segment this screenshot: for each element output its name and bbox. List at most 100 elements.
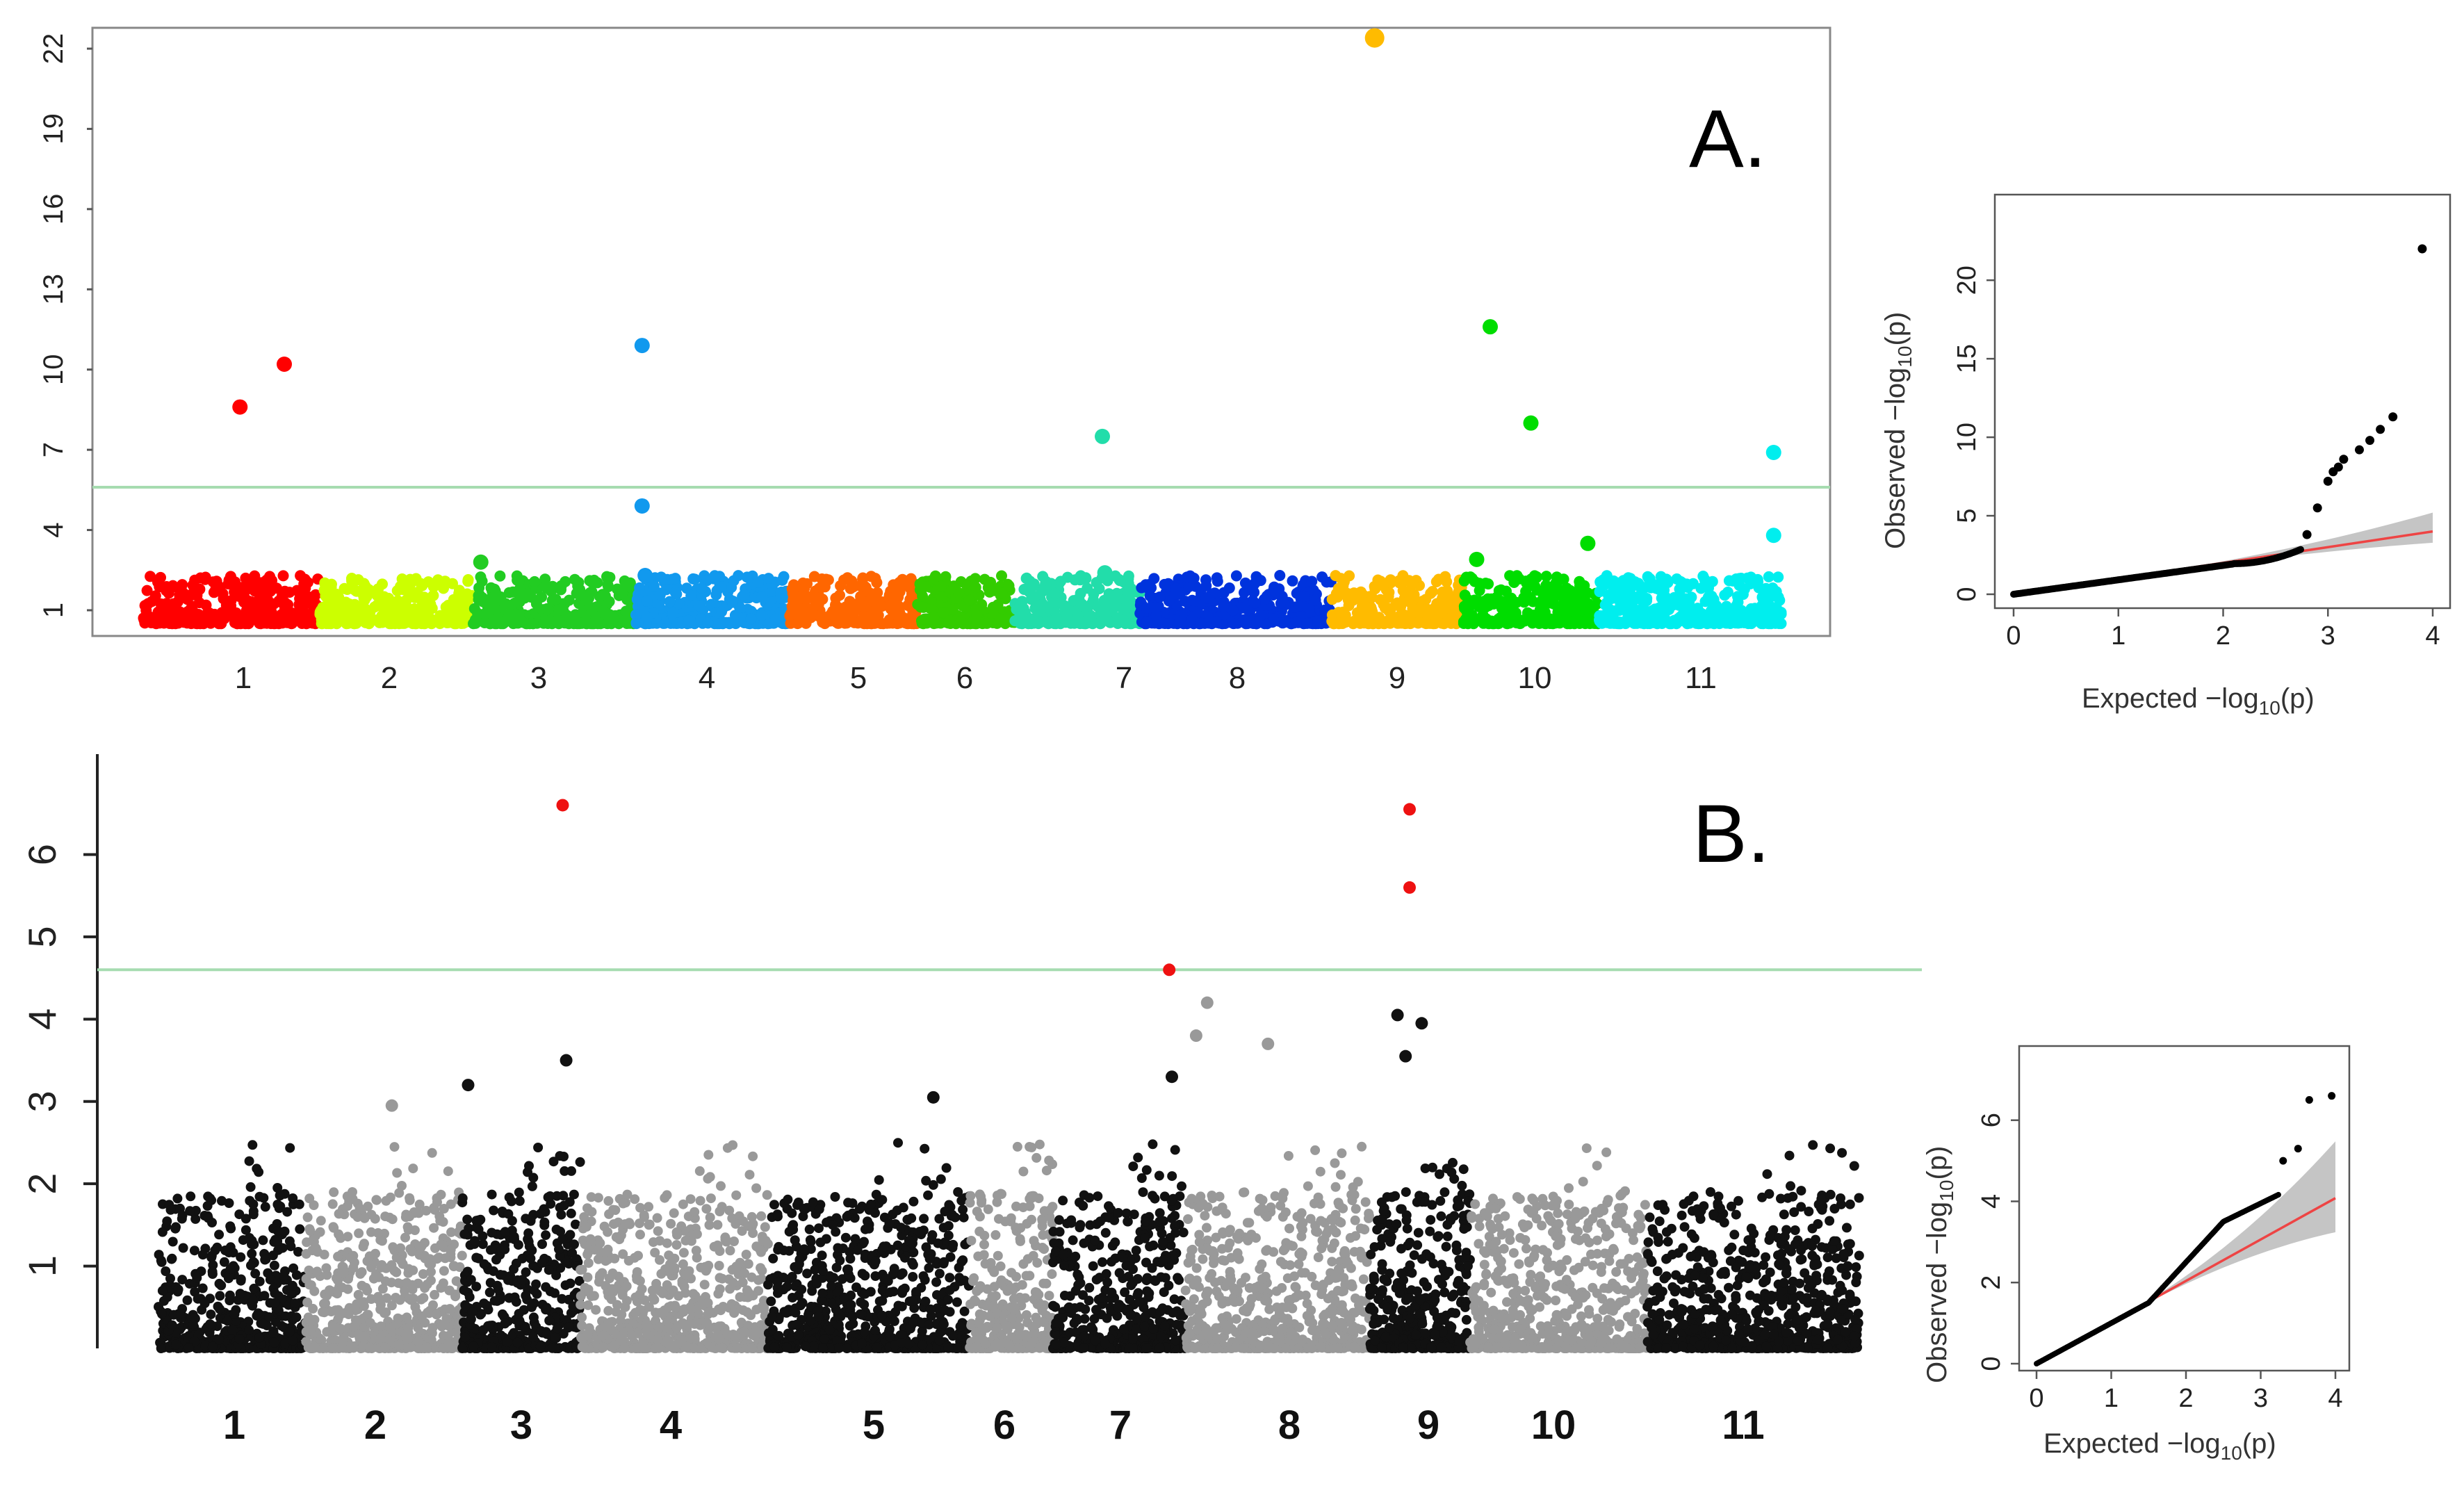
data-point [528, 1332, 539, 1342]
data-point [575, 1157, 585, 1167]
data-point [550, 594, 562, 605]
data-point [464, 1292, 475, 1303]
data-point [528, 1312, 539, 1323]
data-point [541, 603, 553, 614]
data-point [166, 1254, 177, 1264]
data-point [414, 1336, 424, 1346]
data-point [557, 1234, 568, 1244]
data-point [533, 1143, 544, 1152]
data-point [1111, 594, 1122, 606]
data-point [835, 580, 847, 591]
data-point [586, 605, 598, 617]
data-point [1596, 617, 1607, 629]
data-point [440, 601, 452, 613]
significant-point [473, 554, 489, 570]
y-tick-label: 5 [20, 926, 64, 947]
data-point [285, 1143, 295, 1153]
data-point [669, 573, 681, 585]
data-point [1230, 570, 1242, 582]
data-point [229, 617, 240, 628]
data-point [449, 1261, 459, 1271]
data-point [554, 1244, 564, 1255]
data-point [1521, 607, 1533, 619]
data-point [1020, 573, 1032, 585]
data-point [994, 613, 1006, 625]
data-point [528, 1173, 539, 1183]
data-point [603, 596, 615, 607]
data-point [1656, 592, 1667, 604]
chromosome-label: 3 [510, 1403, 532, 1448]
data-point [716, 606, 728, 617]
data-point [529, 575, 541, 587]
data-point [712, 1220, 723, 1230]
data-point [487, 1227, 497, 1238]
data-point [247, 1248, 257, 1259]
data-point [815, 582, 827, 594]
data-point [805, 612, 817, 623]
data-point [514, 1196, 525, 1206]
data-point [280, 1311, 291, 1321]
data-point [409, 591, 421, 603]
data-point [378, 591, 390, 603]
data-point [330, 1305, 341, 1316]
data-point [387, 1214, 398, 1225]
data-point [487, 1342, 497, 1352]
data-point [402, 1329, 412, 1339]
panel-a-points [138, 28, 1787, 630]
data-point [745, 613, 757, 625]
data-point [1375, 594, 1386, 605]
data-point [288, 1335, 298, 1346]
data-point [509, 1264, 519, 1274]
data-point [1649, 615, 1661, 627]
data-point [1018, 584, 1030, 595]
qq-point [2312, 503, 2322, 513]
significant-point [1095, 428, 1110, 444]
data-point [1274, 570, 1286, 581]
data-point [427, 1323, 438, 1333]
data-point [418, 1293, 429, 1303]
data-point [1301, 617, 1313, 629]
data-point [1561, 582, 1572, 594]
data-point [205, 1319, 215, 1330]
data-point [389, 1142, 400, 1152]
data-point [190, 1214, 201, 1224]
data-point [393, 1339, 404, 1350]
data-point [366, 1262, 377, 1273]
data-point [268, 1250, 278, 1261]
data-point [517, 1275, 528, 1285]
significant-point [1469, 551, 1485, 567]
data-point [1638, 598, 1649, 610]
data-point [1670, 618, 1682, 630]
y-tick-label: 22 [38, 33, 69, 65]
data-point [240, 572, 252, 584]
data-point [641, 612, 653, 623]
data-point [981, 617, 993, 629]
data-point [427, 589, 439, 601]
data-point [359, 1213, 370, 1223]
data-point [1240, 618, 1252, 630]
data-point [1014, 611, 1026, 623]
data-point [377, 1284, 388, 1294]
qq-point [2417, 244, 2427, 254]
data-point [203, 1191, 213, 1202]
data-point [305, 1226, 316, 1236]
data-point [312, 1247, 323, 1257]
data-point [336, 1323, 346, 1334]
data-point [693, 600, 705, 612]
chromosome-label: 10 [1518, 661, 1552, 695]
chromosome-label: 11 [1685, 661, 1717, 695]
chromosome-label: 1 [223, 1403, 245, 1448]
data-point [452, 606, 464, 618]
data-point [279, 585, 291, 597]
data-point [738, 589, 750, 601]
data-point [268, 1329, 279, 1339]
data-point [445, 1304, 455, 1314]
data-point [866, 608, 878, 619]
data-point [342, 1191, 352, 1202]
data-point [279, 1271, 289, 1281]
data-point [655, 571, 667, 583]
data-point [333, 1251, 343, 1262]
data-point [1531, 571, 1542, 583]
data-point [225, 571, 236, 582]
data-point [1567, 617, 1579, 628]
